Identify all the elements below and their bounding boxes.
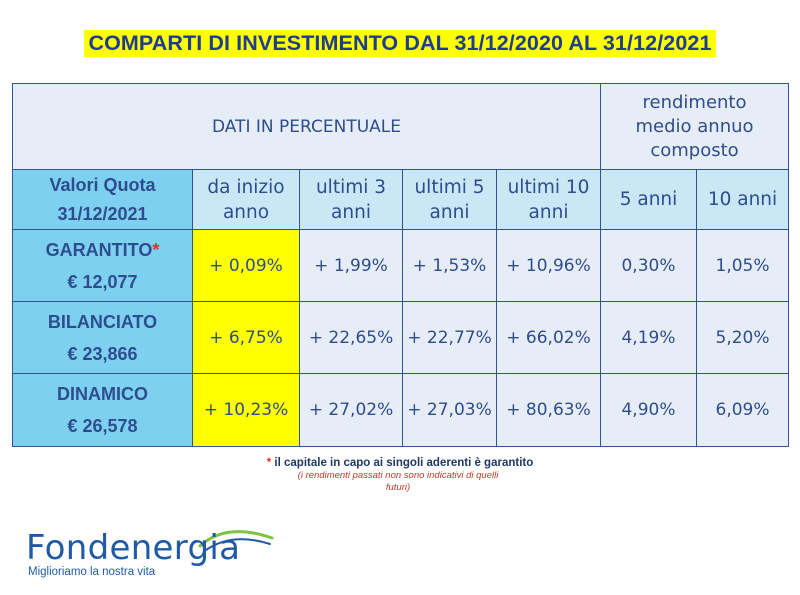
logo-wordmark: Fondenergia xyxy=(26,528,241,568)
fund-name: BILANCIATO xyxy=(47,311,158,332)
column-header-line: da inizio xyxy=(207,176,285,198)
header-rendimento-line: medio annuo xyxy=(635,115,754,137)
column-header: 5 anni xyxy=(600,169,697,230)
value-cell: + 27,02% xyxy=(299,373,403,447)
column-header: ultimi 3 anni xyxy=(299,169,403,230)
logo-tagline: Miglioriamo la nostra vita xyxy=(28,566,156,578)
value-cell: + 22,77% xyxy=(402,301,497,374)
header-valori-quota: Valori Quota 31/12/2021 xyxy=(12,169,193,230)
value-cell: 4,90% xyxy=(600,373,697,447)
column-header: 10 anni xyxy=(695,169,790,230)
column-header-line: anni xyxy=(429,201,470,223)
value-cell: + 27,03% xyxy=(402,373,497,447)
value-cell: 6,09% xyxy=(695,373,790,447)
row-label-bilanciato: BILANCIATO € 23,866 xyxy=(12,301,193,374)
row-label-garantito: GARANTITO* € 12,077 xyxy=(12,229,193,302)
guarantee-note-text: il capitale in capo ai singoli aderenti … xyxy=(271,457,534,469)
row-label-dinamico: DINAMICO € 26,578 xyxy=(12,373,193,447)
disclaimer-note: (i rendimenti passati non sono indicativ… xyxy=(297,470,499,493)
logo-arc-icon xyxy=(198,530,274,551)
column-header: ultimi 5 anni xyxy=(402,169,497,230)
asterisk-mark: * xyxy=(152,239,160,260)
column-header: da inizio anno xyxy=(192,169,300,230)
value-cell: + 10,96% xyxy=(496,229,601,302)
fund-name: GARANTITO xyxy=(45,239,153,260)
value-cell: 1,05% xyxy=(695,229,790,302)
page-title: COMPARTI DI INVESTIMENTO DAL 31/12/2020 … xyxy=(84,30,716,57)
quota-label-line: 31/12/2021 xyxy=(57,203,148,224)
title-wrapper: COMPARTI DI INVESTIMENTO DAL 31/12/2020 … xyxy=(0,30,800,57)
fund-quota: € 23,866 xyxy=(67,343,138,364)
value-cell: + 1,53% xyxy=(402,229,497,302)
column-header-line: anno xyxy=(222,201,270,223)
asterisk-mark: * xyxy=(266,457,272,469)
value-cell: 5,20% xyxy=(695,301,790,374)
value-cell: + 0,09% xyxy=(192,229,300,302)
header-dati-percentuale: DATI IN PERCENTUALE xyxy=(12,83,601,170)
value-cell: + 1,99% xyxy=(299,229,403,302)
column-header-line: ultimi 5 xyxy=(414,176,485,198)
column-header-line: ultimi 3 xyxy=(315,176,387,198)
header-rendimento-line: composto xyxy=(650,139,739,161)
value-cell: + 10,23% xyxy=(192,373,300,447)
value-cell: + 22,65% xyxy=(299,301,403,374)
value-cell: 4,19% xyxy=(600,301,697,374)
column-header: ultimi 10 anni xyxy=(496,169,601,230)
column-header-line: anni xyxy=(331,201,371,223)
header-rendimento: rendimento medio annuo composto xyxy=(599,83,790,170)
performance-table: DATI IN PERCENTUALE rendimento medio ann… xyxy=(12,83,790,447)
column-header-line: ultimi 10 xyxy=(507,176,590,198)
fund-quota: € 26,578 xyxy=(67,416,138,436)
header-rendimento-line: rendimento xyxy=(642,91,747,113)
column-header-line: anni xyxy=(528,201,569,223)
value-cell: + 80,63% xyxy=(496,373,601,447)
value-cell: + 66,02% xyxy=(496,301,601,374)
value-cell: + 6,75% xyxy=(192,301,300,374)
guarantee-note: * il capitale in capo ai singoli aderent… xyxy=(0,457,800,469)
value-cell: 0,30% xyxy=(600,229,697,302)
fund-name: DINAMICO xyxy=(57,384,148,404)
fund-quota: € 12,077 xyxy=(67,271,138,292)
fondenergia-logo: Fondenergia Miglioriamo la nostra vita xyxy=(26,520,276,580)
quota-label-line: Valori Quota xyxy=(49,174,156,195)
